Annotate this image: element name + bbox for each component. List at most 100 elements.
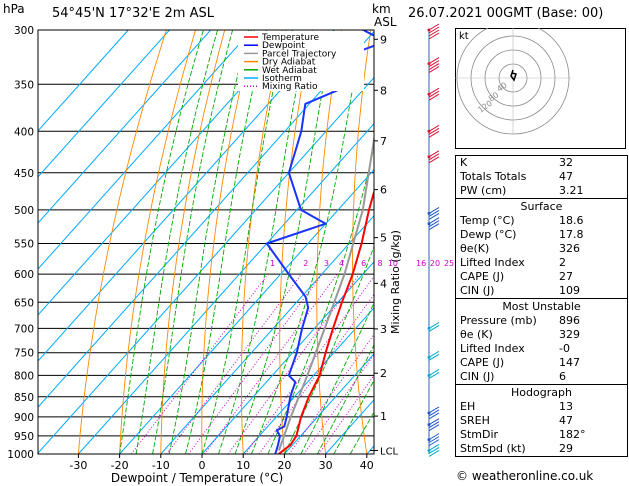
pressure-tick-label: 950: [14, 431, 34, 443]
wind-barb: [428, 26, 440, 34]
x-tick-label: 0: [199, 459, 206, 472]
index-label: StmDir: [460, 428, 499, 441]
x-tick-label: 20: [277, 459, 291, 472]
wind-barb: [428, 324, 440, 332]
km-tick-label: 6: [380, 184, 387, 197]
x-tick-label: -10: [152, 459, 170, 472]
isotherm-line: [38, 30, 253, 270]
dry-adiabat-line: [352, 30, 372, 454]
wind-barb: [428, 87, 440, 95]
index-row: EH 13: [456, 400, 627, 414]
mixing-ratio-label: 3: [324, 259, 329, 268]
index-label: Dewp (°C): [460, 228, 517, 241]
index-label: EH: [460, 400, 476, 413]
index-label: StmSpd (kt): [460, 442, 526, 455]
surface-table: Temp (°C) 18.6 Dewp (°C) 17.8 θe(K) 326 Lifted…: [456, 214, 627, 298]
index-value: 326: [559, 242, 580, 255]
x-tick-label: -30: [69, 459, 87, 472]
index-row: Totals Totals 47: [456, 170, 627, 184]
wet-adiabat-line: [267, 145, 374, 454]
wind-barb: [428, 212, 440, 220]
parcel-trajectory-line: [277, 133, 374, 451]
legend-background: [238, 31, 364, 91]
index-value: 17.8: [559, 228, 584, 241]
isotherm-line: [38, 30, 294, 316]
hodograph-trace: [510, 69, 517, 82]
km-tick-label: 7: [380, 135, 387, 148]
pressure-tick-label: 800: [14, 370, 34, 382]
wet-adiabat-line: [152, 30, 234, 454]
index-label: SREH: [460, 414, 490, 427]
wet-adiabat-line: [333, 379, 374, 454]
dry-adiabat-line: [119, 30, 196, 454]
wind-barb: [428, 409, 440, 417]
x-tick-label: -20: [111, 459, 129, 472]
skewt-axes: 1 2 3 4 6 8 10 16 20 2530035040045050055060065070…: [7, 25, 454, 472]
mixing-ratio-line: [258, 293, 374, 454]
mixing-ratio-label: 8: [377, 259, 382, 268]
isotherm-line: [284, 353, 374, 454]
wind-barb: [428, 450, 440, 457]
x-tick-label: 30: [319, 459, 333, 472]
mixing-ratio-line: [204, 273, 338, 454]
wind-barb-dot: [427, 411, 431, 415]
indices-box: K 32 Totals Totals 47 PW (cm) 3.21 Surface Te…: [455, 155, 628, 457]
hodograph-frame: [455, 28, 626, 149]
index-label: CIN (J): [460, 370, 495, 383]
wind-barb: [428, 223, 440, 231]
wind-barb: [428, 29, 440, 37]
pressure-tick-label: 600: [14, 269, 34, 281]
lcl-label: LCL: [380, 446, 399, 457]
index-row: StmSpd (kt) 29: [456, 442, 627, 456]
index-label: Lifted Index: [460, 256, 525, 269]
index-row: CIN (J) 109: [456, 284, 627, 298]
wind-barb: [428, 436, 440, 444]
index-value: 13: [559, 400, 573, 413]
wind-barb: [428, 371, 440, 379]
mixing-ratio-label: 1: [270, 259, 275, 268]
wind-barb: [428, 209, 440, 217]
wet-adiabat-line: [300, 301, 374, 454]
index-value: 182°: [559, 428, 586, 441]
pressure-tick-label: 1000: [7, 449, 34, 461]
wind-barb-dot: [427, 211, 431, 215]
mixing-ratio-label: 2: [303, 259, 308, 268]
wind-barb-dot: [427, 448, 431, 452]
km-tick-label: 4: [380, 277, 387, 290]
hpa-unit-label: hPa: [3, 2, 25, 16]
km-tick-label: 5: [380, 232, 387, 245]
isotherm-line: [38, 30, 335, 362]
wind-barb: [428, 412, 440, 420]
wind-barb-dot: [427, 326, 431, 330]
hodograph-section: Hodograph EH 13 SREH 47 StmDir 182° StmSpd (kt…: [456, 384, 627, 456]
wind-barb-dot: [427, 438, 431, 442]
mixing-ratio-label: 25: [444, 259, 454, 268]
hodograph-table: EH 13 SREH 47 StmDir 182° StmSpd (kt) 29: [456, 400, 627, 456]
wet-adiabat-line: [349, 411, 374, 454]
index-value: 29: [559, 442, 573, 455]
mixing-ratio-label: 6: [361, 259, 366, 268]
wet-adiabat-line: [168, 30, 250, 454]
index-label: Temp (°C): [460, 214, 515, 227]
wet-adiabat-line: [201, 30, 287, 454]
wind-barb: [428, 90, 440, 98]
wet-adiabat-line: [316, 343, 374, 454]
index-row: θe (K) 329: [456, 328, 627, 342]
hodograph-unit: kt: [459, 31, 469, 42]
isotherm-line: [160, 215, 374, 454]
mixing-ratio-axis-title: Mixing Ratio (g/kg): [389, 230, 402, 334]
index-row: SREH 47: [456, 414, 627, 428]
wind-barb-dot: [427, 129, 431, 133]
pressure-tick-label: 500: [14, 205, 34, 217]
km-tick-label: 1: [380, 410, 387, 423]
wind-barb: [428, 350, 440, 358]
wind-barb: [428, 206, 440, 214]
index-label: θe (K): [460, 328, 493, 341]
x-tick-label: 10: [236, 459, 250, 472]
legend-entry: Mixing Ratio: [262, 82, 318, 92]
wind-barb: [428, 93, 440, 101]
pressure-tick-label: 550: [14, 238, 34, 250]
isotherm-line: [38, 30, 170, 178]
km-tick-label: 2: [380, 367, 387, 380]
